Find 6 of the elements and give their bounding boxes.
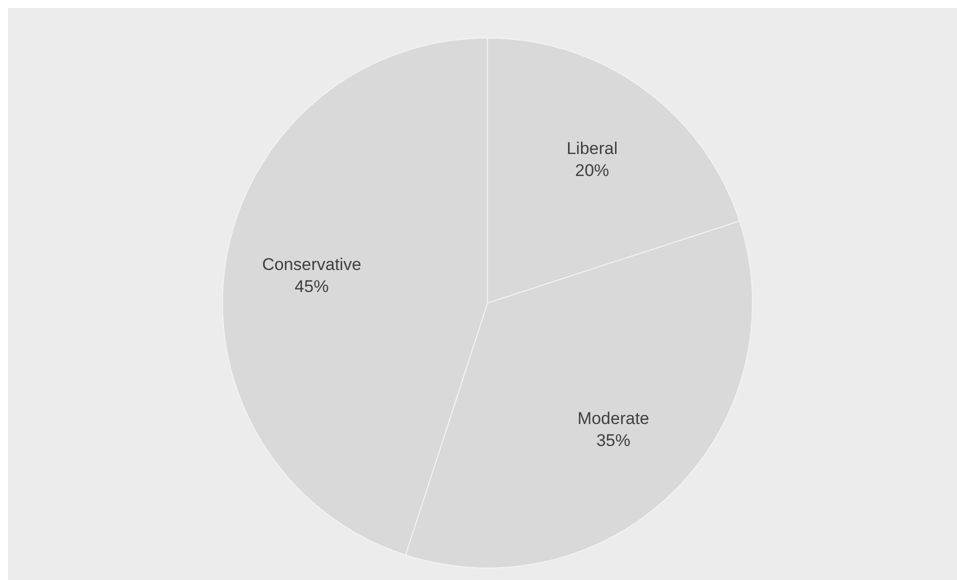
data-label: 35%: [596, 430, 630, 450]
slice-label: Liberal: [566, 138, 618, 158]
slice-label: Moderate: [577, 408, 650, 428]
slice-label: Conservative: [262, 255, 362, 274]
data-label: 45%: [294, 277, 329, 296]
data-label: 20%: [575, 160, 610, 180]
